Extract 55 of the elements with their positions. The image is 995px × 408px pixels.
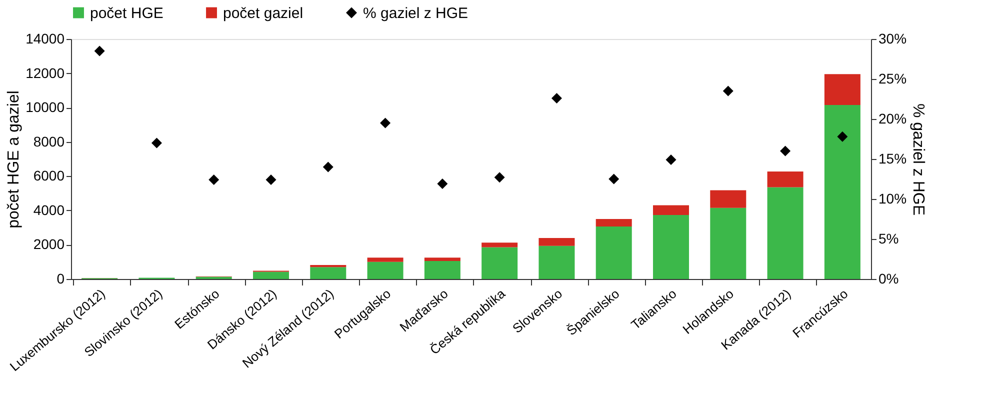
bar (424, 258, 460, 261)
point (608, 174, 620, 184)
bar (767, 187, 804, 279)
bar (824, 105, 860, 279)
y2-tick-label: 15% (878, 150, 907, 166)
bar (424, 261, 460, 279)
y-tick-label: 14000 (26, 30, 65, 46)
point (322, 162, 334, 172)
y2-tick-label: 25% (878, 70, 907, 86)
y-tick-label: 2000 (33, 236, 65, 252)
point (780, 146, 791, 156)
bar (482, 247, 518, 279)
point (208, 174, 220, 186)
point (551, 92, 562, 104)
point (437, 178, 448, 190)
bar (710, 190, 746, 208)
y2-tick-label: 5% (878, 230, 899, 246)
bar (596, 219, 632, 227)
bar (710, 208, 746, 279)
y2-axis-title: % gaziel z HGE (910, 103, 927, 216)
point (837, 131, 848, 142)
y2-tick-label: 20% (878, 110, 907, 126)
y2-tick-label: 30% (878, 30, 907, 46)
point (266, 174, 276, 186)
bar (824, 74, 860, 105)
legend-label: počet gaziel (223, 4, 304, 22)
bar (310, 264, 346, 268)
point (494, 172, 505, 183)
bar (482, 242, 518, 248)
bar (367, 258, 404, 262)
y-tick-label: 12000 (26, 64, 65, 81)
y-axis-title: počet HGE a gaziel (6, 90, 23, 228)
bar (310, 267, 346, 279)
bar (253, 272, 289, 279)
y2-tick-label: 0% (878, 270, 899, 286)
y2-tick-label: 10% (878, 190, 907, 206)
bar (653, 215, 689, 279)
bar (596, 226, 632, 279)
bar (367, 262, 404, 279)
point (94, 46, 105, 56)
point (151, 138, 162, 148)
legend-label: % gaziel z HGE (363, 4, 468, 22)
y-tick-label: 4000 (33, 202, 65, 218)
point (722, 86, 734, 96)
point (380, 118, 391, 128)
y-tick-label: 10000 (26, 99, 65, 116)
bar (653, 205, 689, 216)
point (666, 154, 676, 166)
bar (538, 246, 575, 279)
y-tick-label: 8000 (33, 133, 65, 150)
y-tick-label: 6000 (33, 168, 65, 184)
y-tick-label: 0 (56, 270, 65, 286)
bar (767, 172, 804, 188)
bar (538, 238, 575, 246)
legend-label: počet HGE (90, 4, 164, 22)
